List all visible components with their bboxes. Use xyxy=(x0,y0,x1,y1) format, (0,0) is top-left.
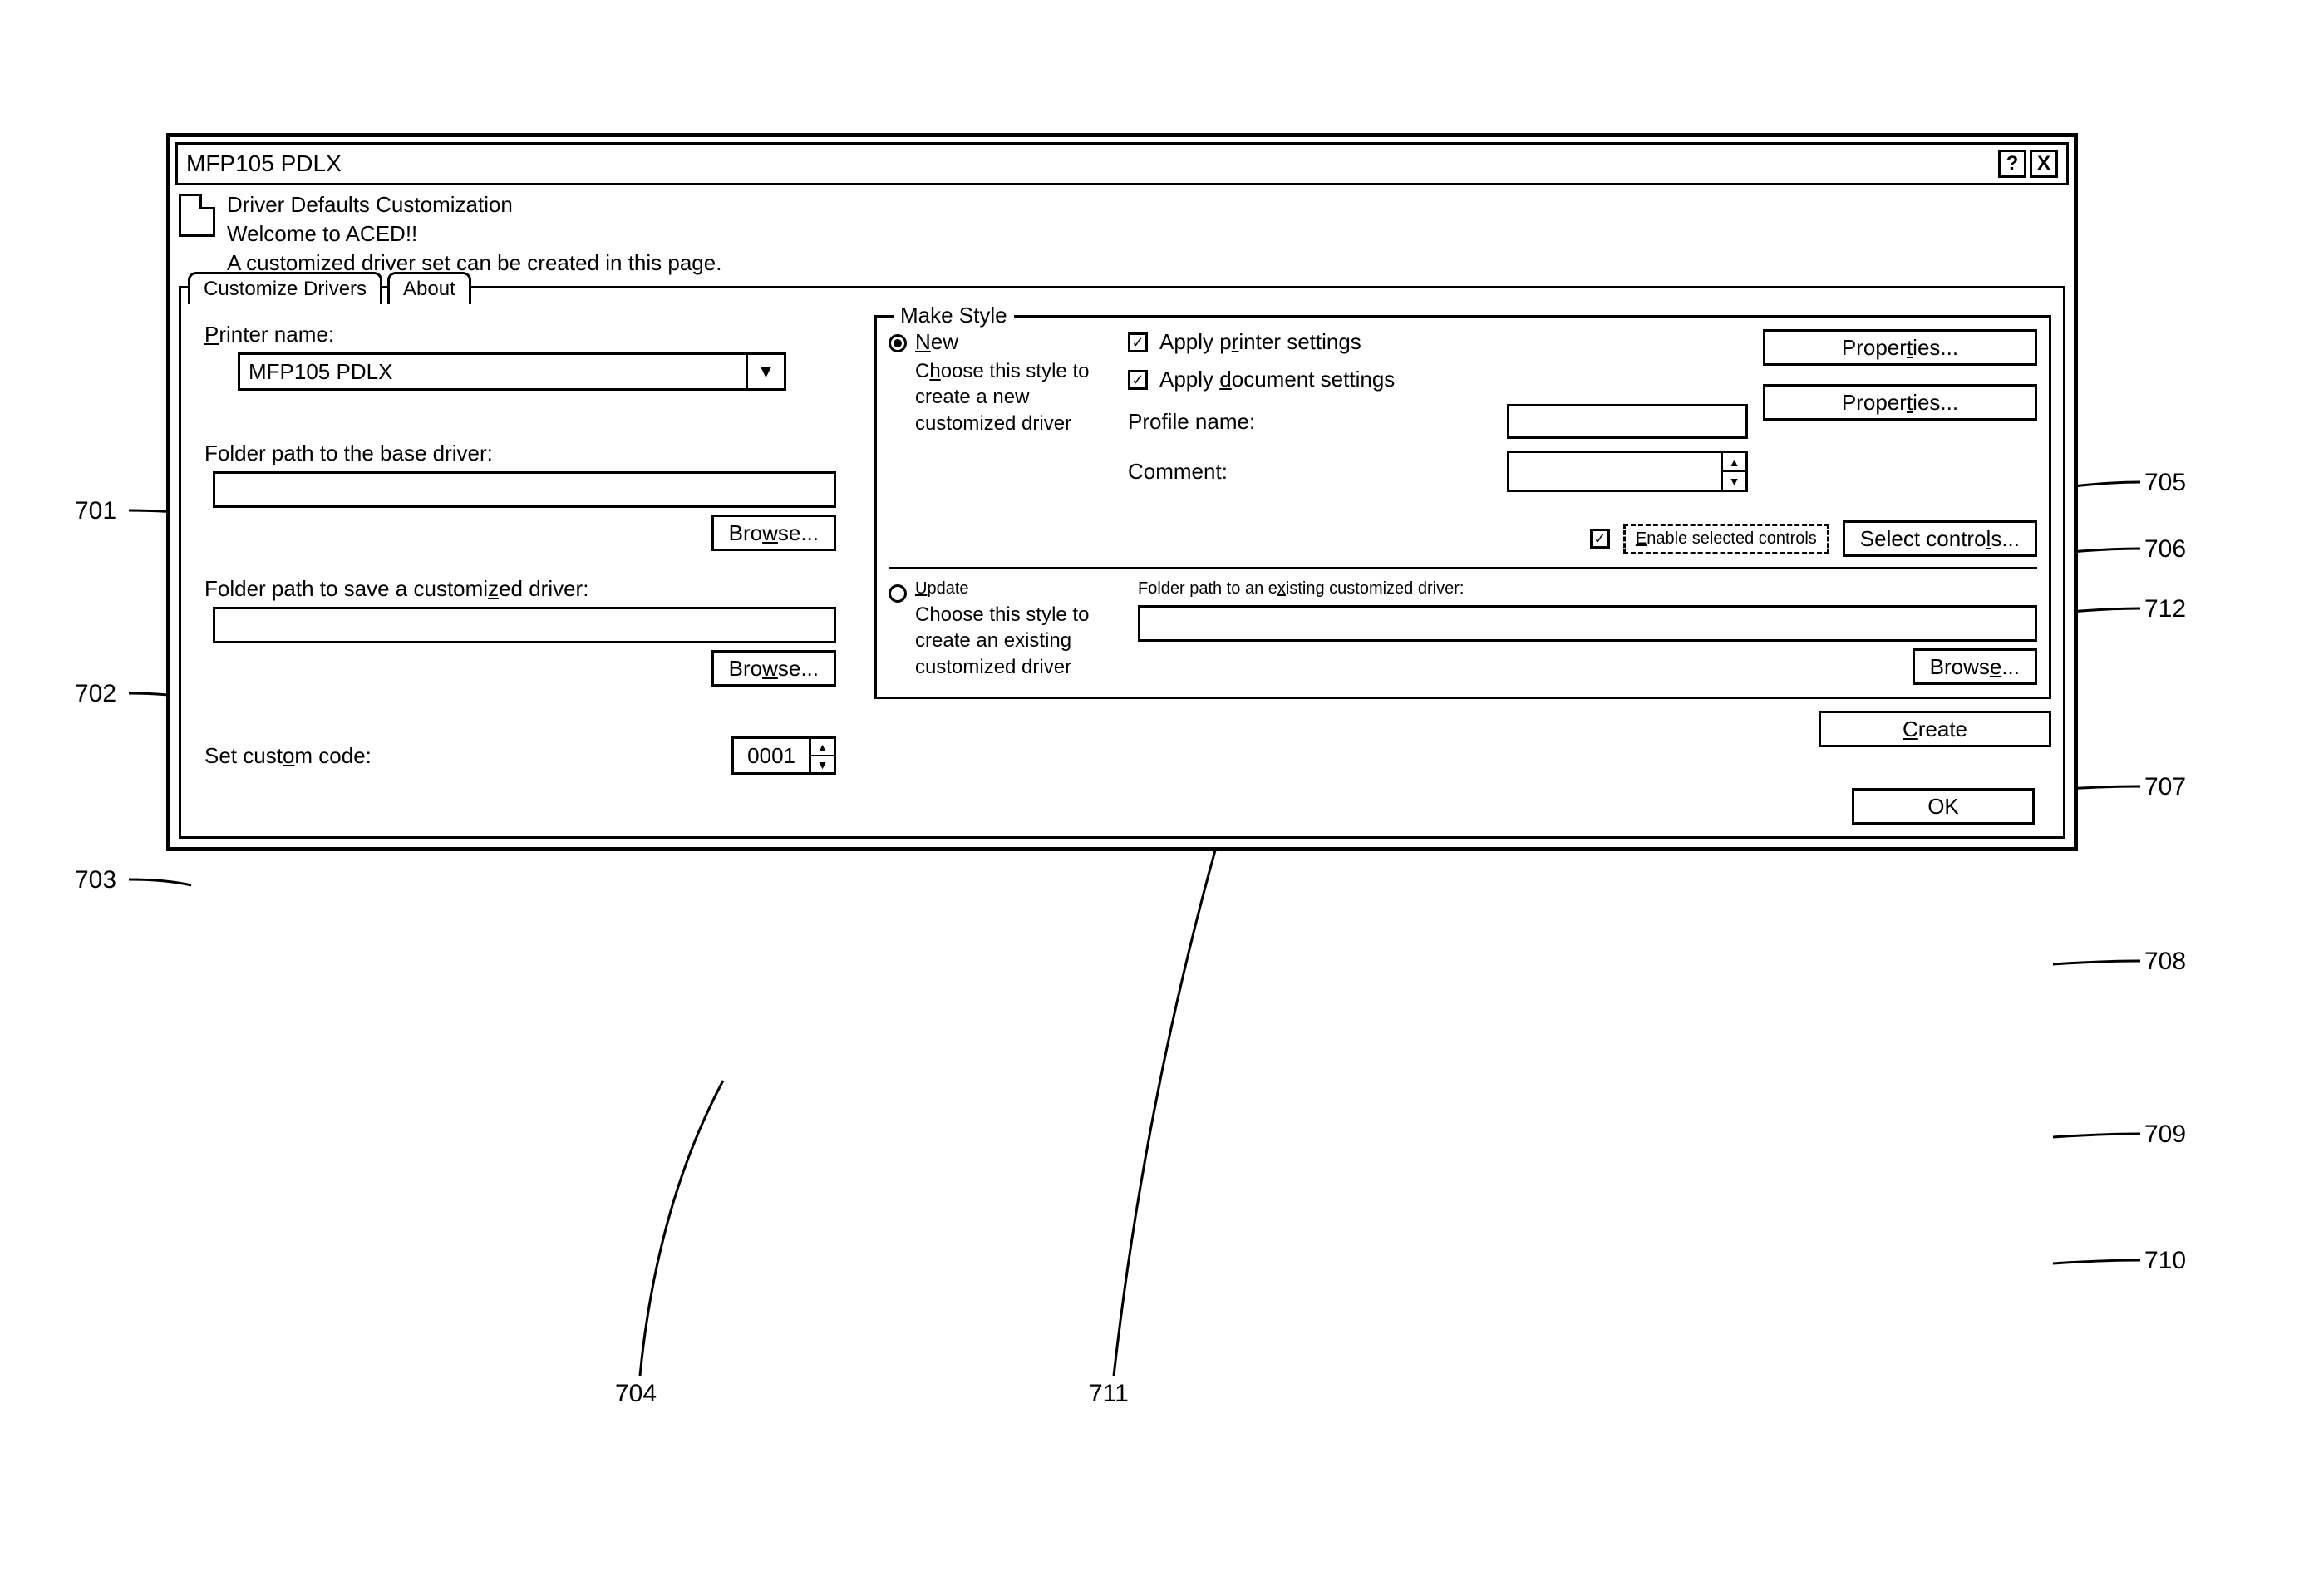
callout-712: 712 xyxy=(2144,595,2186,623)
apply-printer-checkbox[interactable]: ✓ xyxy=(1128,332,1148,352)
help-button[interactable]: ? xyxy=(1998,150,2026,178)
profile-name-input[interactable] xyxy=(1507,404,1748,439)
callout-708: 708 xyxy=(2144,948,2186,976)
enable-selected-checkbox[interactable]: ✓ xyxy=(1590,529,1610,549)
update-description: Choose this style to create an existing … xyxy=(915,602,1121,680)
browse-existing-button[interactable]: Browse... xyxy=(1913,648,2037,685)
apply-document-label: Apply document settings xyxy=(1159,367,1395,392)
profile-name-label: Profile name: xyxy=(1128,409,1255,435)
base-driver-path-input[interactable] xyxy=(213,471,836,508)
chevron-down-icon[interactable]: ▼ xyxy=(746,355,784,388)
ok-button[interactable]: OK xyxy=(1852,788,2035,825)
callout-706: 706 xyxy=(2144,535,2186,564)
header-line-1: Driver Defaults Customization xyxy=(227,190,721,219)
header-line-2: Welcome to ACED!! xyxy=(227,219,721,249)
comment-input[interactable]: ▲ ▼ xyxy=(1507,451,1748,492)
comment-spinner-up-icon[interactable]: ▲ xyxy=(1723,453,1745,472)
printer-name-value: MFP105 PDLX xyxy=(240,355,746,388)
close-button[interactable]: X xyxy=(2030,150,2058,178)
callout-701: 701 xyxy=(75,497,116,525)
dialog-window: MFP105 PDLX ? X Driver Defaults Customiz… xyxy=(166,133,2078,851)
callout-704: 704 xyxy=(615,1380,657,1408)
save-driver-path-label: Folder path to save a customized driver: xyxy=(204,576,858,602)
callout-709: 709 xyxy=(2144,1121,2186,1149)
content-frame: Customize Drivers About Printer name: MF… xyxy=(179,286,2065,839)
radio-update[interactable] xyxy=(889,584,907,603)
select-controls-button[interactable]: Select controls... xyxy=(1843,520,2037,557)
document-icon xyxy=(179,194,215,237)
save-driver-path-input[interactable] xyxy=(213,607,836,643)
custom-code-value: 0001 xyxy=(734,739,809,772)
apply-document-checkbox[interactable]: ✓ xyxy=(1128,370,1148,390)
apply-printer-label: Apply printer settings xyxy=(1159,329,1361,355)
make-style-fieldset: Make Style New Choose this style to crea… xyxy=(874,315,2051,699)
callout-707: 707 xyxy=(2144,773,2186,801)
custom-code-label: Set custom code: xyxy=(204,743,372,769)
comment-label: Comment: xyxy=(1128,459,1228,485)
printer-properties-button[interactable]: Properties... xyxy=(1763,329,2037,366)
title-bar: MFP105 PDLX ? X xyxy=(175,142,2069,185)
callout-705: 705 xyxy=(2144,469,2186,497)
header-block: Driver Defaults Customization Welcome to… xyxy=(179,190,2065,278)
existing-path-input[interactable] xyxy=(1138,605,2037,642)
document-properties-button[interactable]: Properties... xyxy=(1763,384,2037,421)
printer-name-label: Printer name: xyxy=(204,322,858,347)
base-driver-path-label: Folder path to the base driver: xyxy=(204,441,858,466)
custom-code-stepper[interactable]: 0001 ▲ ▼ xyxy=(731,736,836,775)
radio-new[interactable] xyxy=(889,334,907,352)
callout-710: 710 xyxy=(2144,1247,2186,1275)
new-description: Choose this style to create a new custom… xyxy=(915,358,1113,436)
printer-name-combo[interactable]: MFP105 PDLX ▼ xyxy=(238,352,786,391)
callout-703: 703 xyxy=(75,866,116,894)
callout-711: 711 xyxy=(1089,1380,1129,1408)
spinner-down-icon[interactable]: ▼ xyxy=(811,756,834,772)
create-button[interactable]: Create xyxy=(1819,711,2051,747)
divider xyxy=(889,567,2037,569)
callout-702: 702 xyxy=(75,680,116,708)
comment-spinner-down-icon[interactable]: ▼ xyxy=(1723,472,1745,490)
make-style-legend: Make Style xyxy=(894,303,1014,328)
tab-customize-drivers[interactable]: Customize Drivers xyxy=(188,272,382,304)
tab-about[interactable]: About xyxy=(387,272,471,304)
enable-selected-label: Enable selected controls xyxy=(1623,524,1829,554)
spinner-up-icon[interactable]: ▲ xyxy=(811,739,834,756)
window-title: MFP105 PDLX xyxy=(186,150,342,177)
browse-base-button[interactable]: Browse... xyxy=(711,515,836,551)
existing-path-label: Folder path to an existing customized dr… xyxy=(1138,579,2037,598)
browse-save-button[interactable]: Browse... xyxy=(711,650,836,687)
